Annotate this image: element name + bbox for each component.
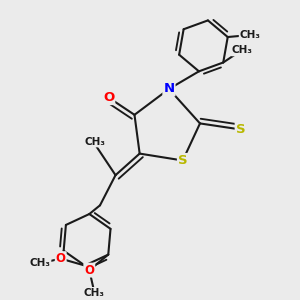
Text: O: O	[56, 252, 66, 265]
Text: CH₃: CH₃	[240, 30, 261, 40]
Text: S: S	[236, 123, 245, 136]
Text: CH₃: CH₃	[232, 45, 253, 56]
Text: N: N	[164, 82, 175, 95]
Text: CH₃: CH₃	[84, 136, 105, 146]
Text: O: O	[84, 264, 94, 277]
Text: CH₃: CH₃	[83, 288, 104, 298]
Text: S: S	[178, 154, 188, 167]
Text: CH₃: CH₃	[29, 258, 50, 268]
Text: O: O	[103, 91, 114, 104]
